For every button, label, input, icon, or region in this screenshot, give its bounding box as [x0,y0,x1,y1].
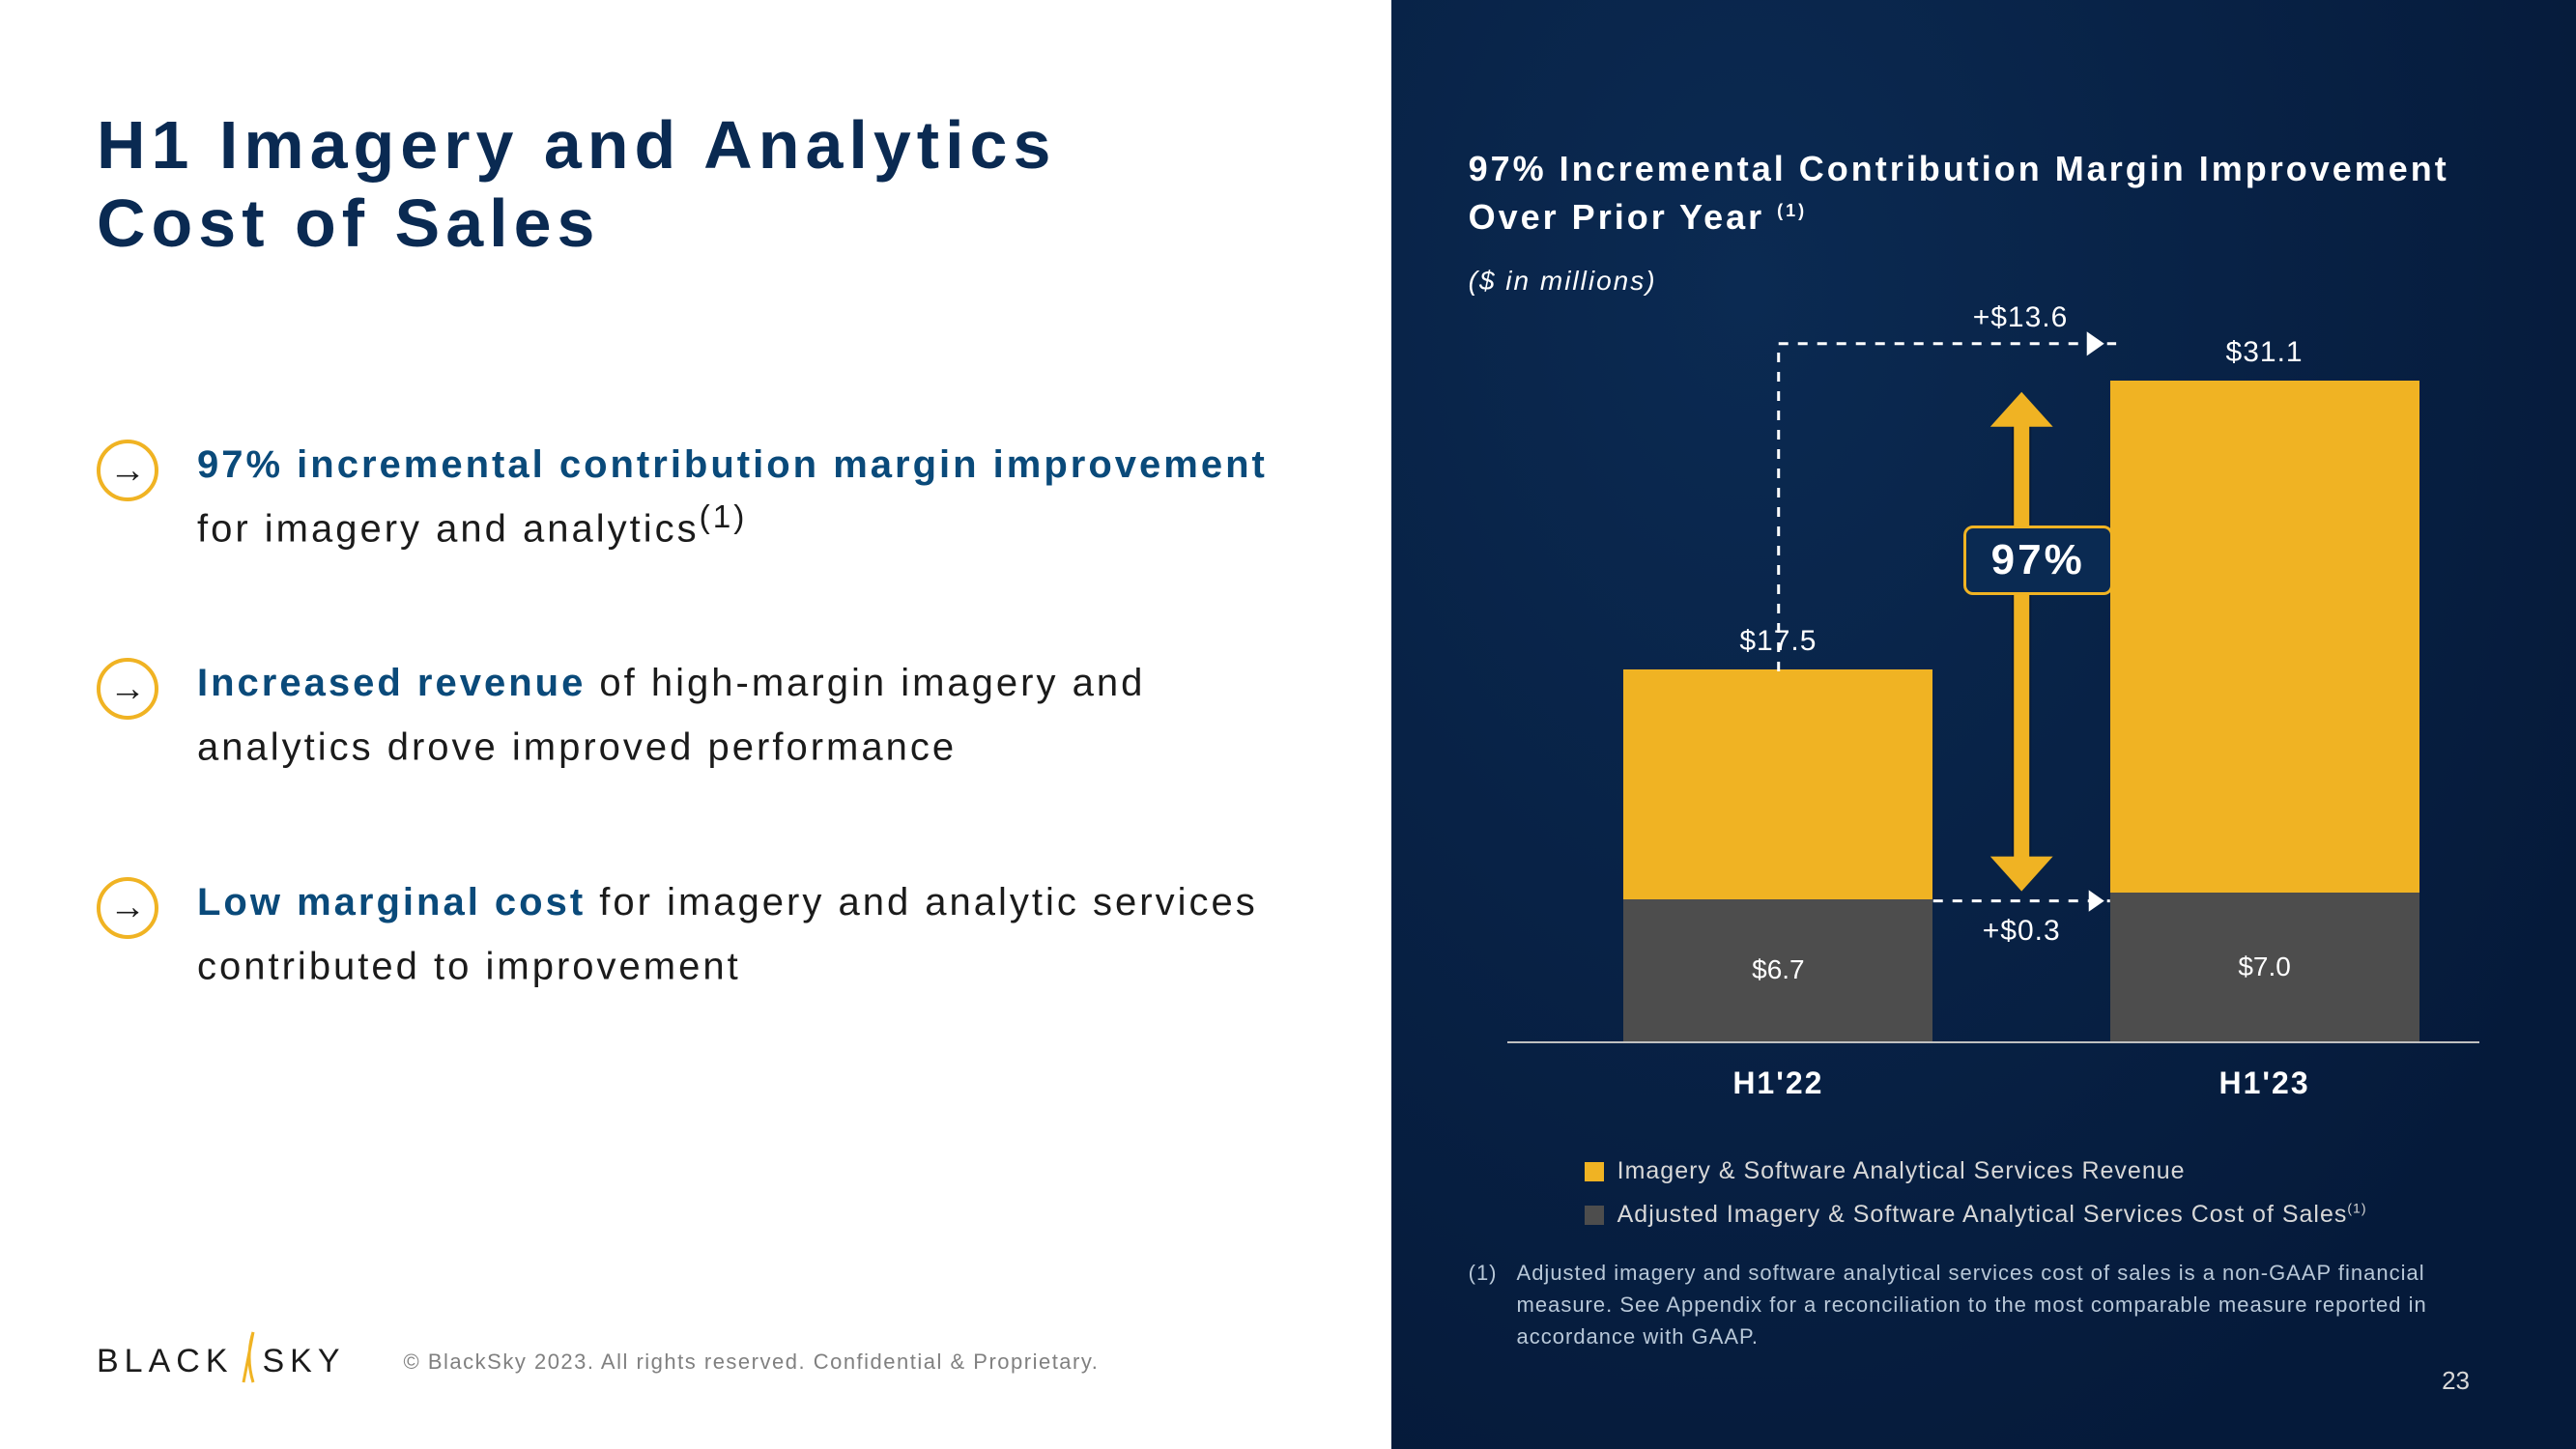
bullet-list: → 97% incremental contribution margin im… [97,436,1314,995]
arrow-icon: → [97,658,158,720]
arrow-icon: → [97,877,158,939]
legend-item: Adjusted Imagery & Software Analytical S… [1585,1193,2367,1236]
legend-label: Adjusted Imagery & Software Analytical S… [1617,1193,2367,1236]
chart-legend: Imagery & Software Analytical Services R… [1585,1150,2367,1236]
footnote-num: (1) [1469,1257,1498,1352]
bullet-bold: Low marginal cost [197,881,586,923]
legend-swatch [1585,1206,1604,1225]
footnote-text: Adjusted imagery and software analytical… [1517,1257,2479,1352]
title-line-2: Cost of Sales [97,185,600,261]
chart-area: $17.5 $6.7H1'22 $31.1 $7.0H1'23+$13.6+$0… [1507,299,2479,1043]
left-panel: H1 Imagery and Analytics Cost of Sales →… [0,0,1391,1449]
bullet-item: → Low marginal cost for imagery and anal… [97,873,1314,995]
category-label: H1'22 [1623,1065,1932,1101]
copyright-text: © BlackSky 2023. All rights reserved. Co… [404,1350,1100,1375]
slide: H1 Imagery and Analytics Cost of Sales →… [0,0,2576,1449]
slide-title: H1 Imagery and Analytics Cost of Sales [97,106,1314,262]
legend-item: Imagery & Software Analytical Services R… [1585,1150,2367,1193]
logo-slash-icon [232,1332,265,1391]
page-number: 23 [2442,1366,2470,1396]
bullet-rest: for imagery and analytics [197,507,700,550]
bullet-text: Increased revenue of high-margin imagery… [197,654,1314,776]
bullet-item: → 97% incremental contribution margin im… [97,436,1314,557]
chart-title: 97% Incremental Contribution Margin Impr… [1469,145,2499,242]
chart-title-sup: (1) [1777,201,1807,220]
category-label: H1'23 [2110,1065,2419,1101]
legend-swatch [1585,1162,1604,1181]
title-line-1: H1 Imagery and Analytics [97,107,1056,183]
blacksky-logo: BLACK SKY [97,1332,346,1391]
logo-left: BLACK [97,1343,234,1380]
bullet-text: 97% incremental contribution margin impr… [197,436,1314,557]
logo-right: SKY [263,1343,346,1380]
chart-subtitle: ($ in millions) [1469,266,2499,297]
arrow-icon: → [97,440,158,501]
footer-left: BLACK SKY © BlackSky 2023. All rights re… [97,1332,1314,1391]
footnote: (1) Adjusted imagery and software analyt… [1469,1257,2479,1352]
delta-top-label: +$13.6 [1973,301,2069,334]
bullet-sup: (1) [700,499,748,535]
legend-label: Imagery & Software Analytical Services R… [1617,1150,2186,1193]
chart-title-text: 97% Incremental Contribution Margin Impr… [1469,149,2449,237]
bullet-item: → Increased revenue of high-margin image… [97,654,1314,776]
bullet-text: Low marginal cost for imagery and analyt… [197,873,1314,995]
percent-badge: 97% [1963,526,2113,595]
right-panel: 97% Incremental Contribution Margin Impr… [1391,0,2576,1449]
delta-bottom-label: +$0.3 [1983,915,2061,948]
bullet-bold: 97% incremental contribution margin impr… [197,443,1268,486]
bullet-bold: Increased revenue [197,662,586,704]
